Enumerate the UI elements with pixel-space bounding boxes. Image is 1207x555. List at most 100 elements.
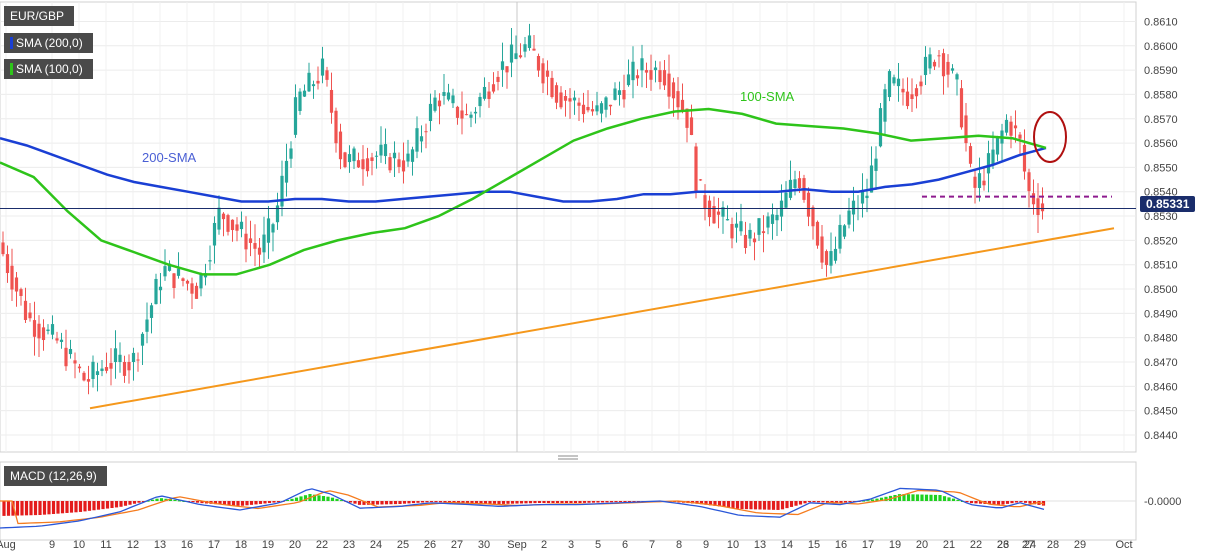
macd-histogram-bar	[551, 501, 555, 503]
date-tick-label: 23	[997, 539, 1009, 551]
candle-body	[910, 94, 914, 99]
macd-histogram-bar	[789, 501, 794, 507]
candle-body	[172, 273, 176, 289]
macd-histogram-bar	[564, 501, 569, 503]
macd-histogram-bar	[470, 501, 474, 504]
macd-histogram-bar	[335, 498, 339, 501]
macd-histogram-bar	[267, 501, 272, 504]
macd-histogram-bar	[461, 501, 465, 503]
macd-histogram-bar	[254, 501, 258, 505]
candle-body	[50, 324, 55, 335]
macd-histogram-bar	[272, 501, 276, 503]
candle-body	[685, 108, 689, 128]
macd-histogram-bar	[420, 501, 425, 503]
macd-histogram-bar	[294, 497, 299, 501]
candle-body	[316, 80, 320, 84]
legend-macd-label: MACD (12,26,9)	[10, 469, 97, 483]
macd-histogram-bar	[956, 499, 960, 501]
candle-body	[442, 92, 446, 96]
candle-body	[464, 114, 469, 116]
legend-sma200[interactable]: SMA (200,0)	[4, 33, 93, 53]
candle-body	[320, 58, 325, 76]
macd-histogram-bar	[69, 501, 74, 513]
legend-sma100[interactable]: SMA (100,0)	[4, 59, 93, 79]
candle-body	[446, 92, 451, 100]
macd-histogram-bar	[605, 501, 609, 503]
macd-histogram-bar	[483, 501, 488, 504]
macd-histogram-bar	[866, 500, 870, 502]
candle-body	[482, 86, 487, 99]
macd-histogram-bar	[915, 494, 920, 501]
candle-body	[487, 91, 491, 99]
candle-body	[397, 159, 401, 167]
macd-histogram-bar	[992, 501, 996, 505]
price-tick-label: 0.8570	[1144, 114, 1178, 126]
candle-body	[325, 70, 329, 80]
candle-body	[928, 54, 932, 69]
macd-histogram-bar	[438, 501, 443, 503]
date-tick-label: 14	[781, 539, 793, 551]
macd-histogram-bar	[51, 501, 56, 514]
macd-histogram-bar	[380, 501, 384, 505]
candle-body	[788, 179, 793, 198]
macd-histogram-bar	[884, 496, 888, 501]
macd-histogram-bar	[744, 501, 749, 510]
macd-histogram-bar	[1005, 501, 1010, 504]
candle-body	[226, 215, 230, 232]
candle-body	[982, 180, 986, 186]
date-tick-label: 17	[862, 539, 874, 551]
price-tick-label: 0.8550	[1144, 162, 1178, 174]
candle-body	[41, 327, 46, 341]
macd-histogram-bar	[933, 494, 938, 501]
current-price-value: 0.85331	[1146, 197, 1190, 211]
date-tick-label: 9	[49, 539, 55, 551]
macd-histogram-bar	[33, 501, 38, 516]
date-tick-label: 30	[478, 539, 490, 551]
macd-histogram-bar	[321, 496, 326, 501]
candle-body	[806, 192, 811, 217]
macd-histogram-bar	[362, 501, 366, 505]
candle-body	[356, 160, 361, 168]
candle-body	[689, 117, 694, 135]
macd-histogram-bar	[587, 501, 591, 503]
macd-histogram-bar	[695, 501, 699, 504]
macd-histogram-bar	[312, 494, 317, 501]
candle-body	[941, 53, 946, 77]
candle-body	[113, 348, 118, 362]
macd-histogram-bar	[168, 499, 173, 501]
date-tick-label: 9	[703, 539, 709, 551]
macd-histogram-bar	[11, 501, 15, 516]
candle-body	[64, 347, 68, 367]
macd-histogram-bar	[303, 495, 308, 501]
macd-histogram-bar	[807, 501, 812, 503]
date-tick-label: 19	[262, 539, 274, 551]
legend-macd[interactable]: MACD (12,26,9)	[4, 466, 107, 486]
candle-body	[392, 152, 397, 159]
macd-histogram-bar	[722, 501, 726, 507]
candle-body	[599, 103, 604, 114]
price-tick-label: 0.8520	[1144, 235, 1178, 247]
macd-histogram-bar	[870, 499, 875, 501]
candle-body	[568, 98, 572, 102]
candle-body	[478, 96, 482, 107]
candle-body	[734, 223, 739, 228]
candle-body	[842, 225, 847, 237]
date-tick-label: 16	[181, 539, 193, 551]
price-tick-label: 0.8440	[1144, 430, 1178, 442]
candle-body	[937, 55, 941, 57]
candle-body	[167, 263, 172, 271]
candle-body	[577, 102, 581, 106]
macd-histogram-bar	[47, 501, 51, 515]
macd-histogram-bar	[150, 499, 155, 501]
macd-histogram-bar	[555, 501, 560, 503]
macd-histogram-bar	[537, 501, 542, 504]
macd-histogram-bar	[969, 501, 974, 504]
macd-histogram-bar	[1010, 501, 1014, 504]
macd-histogram-bar	[1032, 501, 1037, 505]
macd-histogram-bar	[407, 501, 411, 504]
candle-body	[905, 91, 910, 107]
legend-pair[interactable]: EUR/GBP	[4, 6, 75, 26]
candle-body	[469, 114, 473, 118]
candle-body	[59, 339, 64, 342]
macd-histogram-bar	[771, 501, 776, 510]
